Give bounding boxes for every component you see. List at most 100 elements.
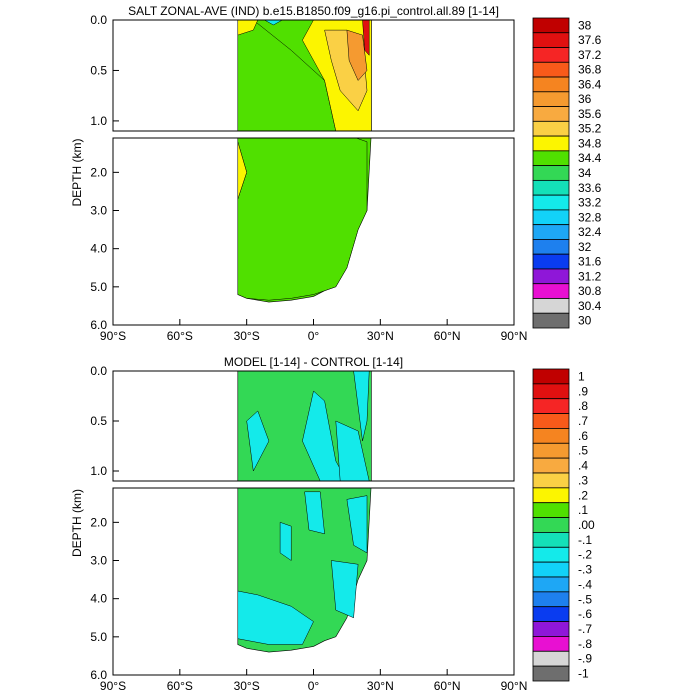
contour-region <box>346 29 368 81</box>
colorbar-swatch <box>532 621 570 637</box>
colorbar-swatch <box>532 150 570 167</box>
colorbar-swatch <box>532 442 570 459</box>
x-tick-label: 60°S <box>167 679 193 693</box>
colorbar-label: 36 <box>578 92 592 106</box>
colorbar-label: -.5 <box>578 592 592 606</box>
y-tick-label: 6.0 <box>90 668 107 682</box>
colorbar-swatch <box>532 457 570 474</box>
colorbar-label: 35.2 <box>578 122 602 136</box>
colorbar-swatch <box>532 368 570 385</box>
colorbar-label: 32.4 <box>578 225 602 239</box>
colorbar-swatch <box>532 502 570 518</box>
colorbar-label: 30.4 <box>578 299 602 313</box>
colorbar-swatch <box>532 106 570 122</box>
x-tick-label: 90°N <box>501 679 528 693</box>
y-tick-label: 1.0 <box>90 464 107 478</box>
colorbar-swatch <box>532 517 570 533</box>
colorbar-swatch <box>532 91 570 107</box>
x-tick-label: 0° <box>308 679 320 693</box>
x-tick-label: 90°S <box>100 679 126 693</box>
colorbar-swatch <box>532 179 570 196</box>
colorbar-swatch <box>532 120 570 137</box>
colorbar-label: 1 <box>578 369 585 383</box>
colorbar-label: .4 <box>578 459 588 473</box>
colorbar-label: 34 <box>578 166 592 180</box>
colorbar-label: 33.6 <box>578 181 602 195</box>
colorbar-label: -.1 <box>578 533 592 547</box>
colorbar-label: -.3 <box>578 563 592 577</box>
colorbar-swatch <box>532 61 570 78</box>
x-tick-label: 60°N <box>434 329 461 343</box>
x-tick-label: 30°N <box>367 329 394 343</box>
colorbar-label: -.9 <box>578 652 592 666</box>
colorbar-label: 30 <box>578 314 592 328</box>
colorbar-swatch <box>532 650 570 667</box>
colorbar-label: .6 <box>578 429 588 443</box>
colorbar-swatch <box>532 312 570 329</box>
contour-region <box>331 560 359 619</box>
y-tick-label: 5.0 <box>90 280 107 294</box>
colorbar-label: .3 <box>578 473 588 487</box>
colorbar-label: 37.2 <box>578 48 602 62</box>
colorbar-swatch <box>532 47 570 63</box>
colorbar-swatch <box>532 194 570 211</box>
colorbar-label: .2 <box>578 488 588 502</box>
x-tick-label: 90°N <box>501 329 528 343</box>
colorbar-label: 33.2 <box>578 196 602 210</box>
colorbar-swatch <box>532 283 570 299</box>
chart-panel-2: MODEL [1-14] - CONTROL [1-14] DEPTH (km) 0… <box>70 355 595 693</box>
chart-panel-1: SALT ZONAL-AVE (IND) b.e15.B1850.f09_g16… <box>70 4 602 343</box>
colorbar-swatch <box>532 487 570 504</box>
data-region <box>237 20 372 303</box>
y-tick-label: 6.0 <box>90 318 107 332</box>
colorbar-label: 37.6 <box>578 33 602 47</box>
colorbar-label: 30.8 <box>578 284 602 298</box>
chart-title: SALT ZONAL-AVE (IND) b.e15.B1850.f09_g16… <box>128 4 499 18</box>
y-tick-label: 4.0 <box>90 592 107 606</box>
contour-region <box>304 491 325 535</box>
colorbar-swatch <box>532 224 570 240</box>
colorbar-label: -1 <box>578 667 589 681</box>
y-axis-label: DEPTH (km) <box>70 139 84 207</box>
colorbar-label: -.4 <box>578 577 592 591</box>
y-tick-label: 3.0 <box>90 554 107 568</box>
contour-region <box>246 410 270 472</box>
colorbar-label: .7 <box>578 414 588 428</box>
y-tick-label: 0.5 <box>90 414 107 428</box>
colorbar-swatch <box>532 383 570 400</box>
colorbar-label: 38 <box>578 18 592 32</box>
colorbar-swatch <box>532 546 570 563</box>
x-tick-label: 30°S <box>234 679 260 693</box>
y-tick-label: 0.5 <box>90 63 107 77</box>
colorbar-label: 36.8 <box>578 63 602 77</box>
colorbar-label: -.6 <box>578 607 592 621</box>
chart-title: MODEL [1-14] - CONTROL [1-14] <box>224 355 403 369</box>
colorbar-swatch <box>532 165 570 181</box>
contour-region <box>237 20 259 36</box>
y-tick-label: 4.0 <box>90 242 107 256</box>
colorbar-label: 36.4 <box>578 77 602 91</box>
colorbar-swatch <box>532 606 570 622</box>
colorbar-swatch <box>532 636 570 652</box>
y-tick-label: 2.0 <box>90 165 107 179</box>
contour-region <box>237 590 314 645</box>
plot-frame-upper <box>112 19 515 132</box>
colorbar-swatch <box>532 428 570 444</box>
colorbar-swatch <box>532 665 570 682</box>
x-tick-label: 90°S <box>100 329 126 343</box>
data-region <box>237 371 372 653</box>
colorbar-label: -.8 <box>578 637 592 651</box>
contour-region <box>263 20 284 26</box>
x-tick-label: 30°S <box>234 329 260 343</box>
y-tick-label: 0.0 <box>90 364 107 378</box>
colorbar-swatch <box>532 32 570 48</box>
x-tick-label: 60°S <box>167 329 193 343</box>
colorbar-swatch <box>532 298 570 314</box>
contour-region <box>346 495 368 554</box>
colorbar-label: 32 <box>578 240 592 254</box>
contour-region <box>279 521 292 561</box>
colorbar-swatch <box>532 17 570 34</box>
colorbar-swatch <box>532 532 570 548</box>
plot-frame-upper <box>112 370 515 482</box>
